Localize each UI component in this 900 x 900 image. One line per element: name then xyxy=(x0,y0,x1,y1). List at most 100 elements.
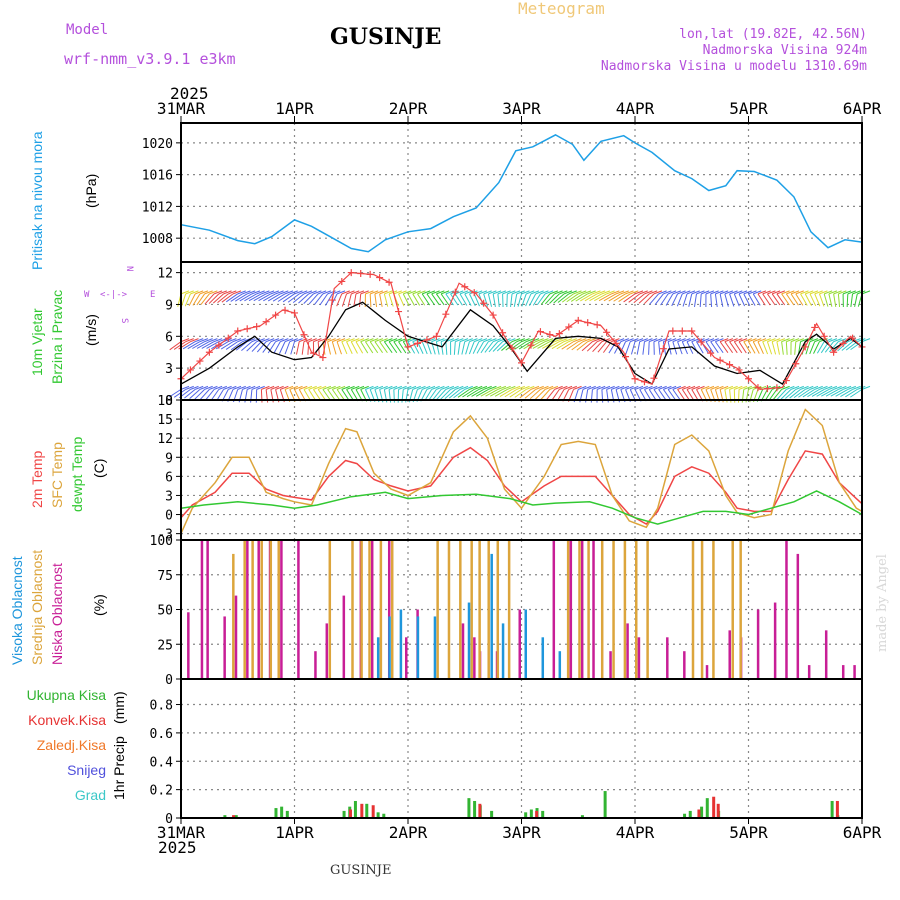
wind-barb xyxy=(814,293,821,307)
wind-barb-feather xyxy=(218,290,228,295)
wind-barb xyxy=(638,293,650,304)
wind-barb-feather xyxy=(838,290,847,295)
wind-barb xyxy=(398,341,407,354)
wind-barb-feather xyxy=(658,290,667,295)
wind-barb-feather xyxy=(582,385,592,390)
wind-barb-feather xyxy=(861,385,871,390)
wind-barb xyxy=(518,341,532,350)
wind-barb-feather xyxy=(497,290,507,295)
wind-barb-feather xyxy=(767,338,776,343)
wind-barb xyxy=(658,341,661,355)
wind-barb xyxy=(532,341,546,349)
wind-barb-feather xyxy=(360,385,369,390)
wind-barb-feather xyxy=(511,385,521,390)
wind-barb xyxy=(781,293,790,306)
wind-barb xyxy=(816,341,825,354)
wind-barb-feather xyxy=(464,385,473,390)
bar-ukupna-kisa xyxy=(473,800,477,818)
wind-barb xyxy=(688,293,693,307)
wind-barb xyxy=(393,341,402,354)
gust-marker xyxy=(849,334,857,342)
wind-barb-feather xyxy=(450,338,459,343)
wind-barb-feather xyxy=(743,338,752,343)
wind-barb-feather xyxy=(828,338,838,343)
wind-barb-feather xyxy=(800,338,809,343)
wind-barb xyxy=(282,293,295,303)
wind-barb-feather xyxy=(710,290,719,295)
wind-barb-feather xyxy=(615,385,625,390)
wind-barb xyxy=(440,293,450,306)
wind-barb-feather xyxy=(516,338,525,343)
bar-konvek-kisa xyxy=(360,803,364,818)
wind-barb-feather xyxy=(786,385,795,390)
wind-barb-feather xyxy=(332,338,341,343)
wind-barb-feather xyxy=(540,385,549,390)
wind-barb xyxy=(448,388,461,399)
year-top: 2025 xyxy=(170,84,209,103)
wind-barb-feather xyxy=(322,385,332,390)
bar-srednja xyxy=(612,540,615,679)
wind-barb xyxy=(196,341,210,349)
wind-barb-feather xyxy=(653,338,663,343)
bar-visoka xyxy=(399,609,403,679)
wind-barb-feather xyxy=(511,338,521,343)
wind-barb-feather xyxy=(800,385,809,390)
bar-niska xyxy=(824,630,828,679)
wind-barb-feather xyxy=(847,385,856,390)
bar-niska xyxy=(405,637,408,679)
wind-barb-feather xyxy=(748,290,757,295)
wind-barb xyxy=(798,388,811,398)
wind-barb-feather xyxy=(422,385,431,390)
wind-barb xyxy=(804,293,812,306)
wind-barb xyxy=(800,293,808,306)
wind-barb xyxy=(336,293,343,307)
y-tick-label: 6 xyxy=(165,470,173,485)
wind-barb xyxy=(169,341,182,351)
gust-marker xyxy=(707,349,715,357)
y-tick-label: 0 xyxy=(165,394,173,409)
wind-barb xyxy=(379,341,388,354)
wind-barb-feather xyxy=(218,385,228,390)
wind-barb xyxy=(444,389,456,399)
lonlat-label: lon,lat (19.82E, 42.56N) xyxy=(679,27,867,42)
wind-barb-feather xyxy=(237,290,246,295)
wind-barb-feather xyxy=(658,338,667,343)
wind-barb xyxy=(199,389,210,400)
wind-barb xyxy=(212,293,224,304)
wind-barb-feather xyxy=(568,290,577,295)
wind-barb xyxy=(825,388,839,397)
bar-niska xyxy=(518,609,521,679)
wind-barb-feather xyxy=(573,290,582,295)
bar-konvek-kisa xyxy=(348,809,352,818)
wind-barb xyxy=(374,341,384,354)
bar-niska xyxy=(473,637,476,679)
wind-barb xyxy=(733,341,743,354)
wind-barb-feather xyxy=(455,338,464,343)
wind-barb-feather xyxy=(606,385,615,390)
bar-ukupna-kisa xyxy=(524,812,528,818)
wind-barb xyxy=(239,293,253,302)
wind-barb xyxy=(234,293,248,302)
wind-barb-feather xyxy=(809,385,819,390)
wind-barb-feather xyxy=(630,385,639,390)
bar-srednja xyxy=(496,540,500,679)
wind-barb-feather xyxy=(492,290,502,295)
wind-barb xyxy=(341,341,348,355)
x-day-label-top: 6APR xyxy=(843,99,882,118)
wind-barb xyxy=(314,293,324,305)
gust-marker xyxy=(546,331,554,339)
wind-barb-feather xyxy=(658,385,667,390)
wind-barb-feather xyxy=(828,385,838,390)
compass-w: W xyxy=(84,290,90,300)
wind-barb-feather xyxy=(251,385,261,390)
panel-frame xyxy=(180,122,863,263)
wind-barb-feather xyxy=(507,338,516,343)
panel-frame xyxy=(180,261,863,401)
x-day-label-bottom: 1APR xyxy=(275,823,314,842)
station-title: GUSINJE xyxy=(330,24,441,50)
wind-barb xyxy=(776,341,780,355)
wind-barb-feather xyxy=(644,385,653,390)
wind-barb-feather xyxy=(289,338,298,343)
series-line-sfc-temp xyxy=(180,408,863,534)
